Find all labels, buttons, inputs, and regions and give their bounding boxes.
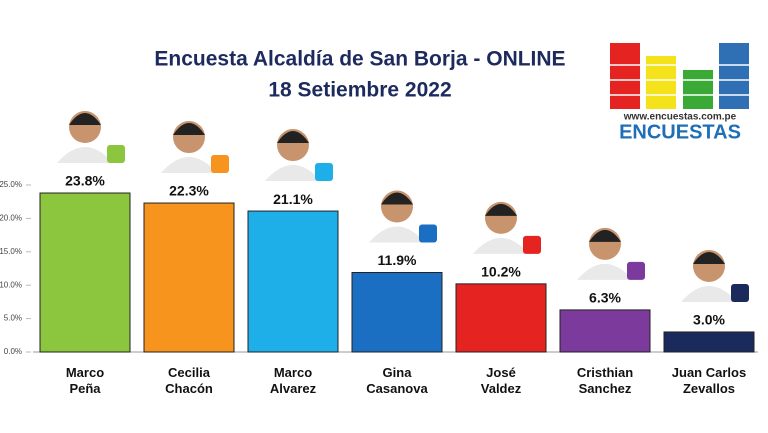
photo-shoulders — [681, 285, 737, 302]
candidate-photo — [161, 121, 229, 174]
y-tick-label: 20.0% — [0, 214, 22, 223]
x-tick-label: Gina Casanova — [366, 365, 428, 396]
bar — [455, 283, 547, 353]
party-logo — [315, 163, 333, 182]
value-label: 23.8% — [65, 173, 105, 189]
bar — [143, 202, 235, 353]
y-tick-label: 10.0% — [0, 280, 22, 289]
y-tick-label: 15.0% — [0, 247, 22, 256]
bar — [663, 331, 755, 353]
value-label: 10.2% — [481, 264, 521, 280]
y-tick-label: 0.0% — [4, 347, 22, 356]
photo-hair — [589, 229, 621, 242]
photo-shoulders — [369, 226, 425, 243]
bar — [351, 272, 443, 353]
x-tick-label: Juan Carlos Zevallos — [671, 365, 747, 396]
photo-hair — [485, 203, 517, 216]
y-tick-label: 25.0% — [0, 180, 22, 189]
x-tick-label: Cristhian Sanchez — [576, 365, 634, 396]
candidate-photo — [57, 111, 125, 164]
party-logo — [731, 283, 749, 302]
photo-shoulders — [473, 237, 529, 254]
party-logo — [419, 224, 437, 243]
bar — [247, 210, 339, 353]
bar — [39, 192, 131, 353]
logo-name: ENCUESTAS — [619, 121, 741, 143]
candidate-photo — [473, 201, 541, 254]
candidate-photo — [681, 249, 749, 302]
photo-shoulders — [577, 263, 633, 280]
party-logo — [107, 145, 125, 164]
candidate-photo — [369, 190, 437, 243]
value-label: 11.9% — [378, 252, 417, 268]
logo: www.encuestas.com.pe ENCUESTAS — [610, 43, 750, 143]
y-tick-label: 5.0% — [4, 314, 22, 323]
x-tick-label: Cecilia Chacón — [165, 365, 213, 396]
photo-hair — [277, 131, 309, 144]
value-label: 3.0% — [693, 312, 725, 328]
chart-title: Encuesta Alcaldía de San Borja - ONLINE — [154, 48, 565, 71]
chart-subtitle: 18 Setiembre 2022 — [268, 79, 451, 102]
logo-url: www.encuestas.com.pe — [623, 112, 737, 123]
bar — [559, 309, 651, 353]
party-logo — [523, 235, 541, 254]
candidate-photo — [577, 227, 645, 280]
photo-shoulders — [161, 157, 217, 174]
photo-shoulders — [57, 147, 113, 164]
photo-hair — [693, 251, 725, 264]
photo-shoulders — [265, 165, 321, 182]
candidate-photo — [265, 129, 333, 182]
party-logo — [627, 261, 645, 280]
x-tick-label: Marco Peña — [65, 365, 105, 396]
party-logo — [211, 155, 229, 174]
photo-hair — [69, 113, 101, 126]
value-label: 21.1% — [273, 191, 313, 207]
value-label: 6.3% — [589, 290, 621, 306]
value-label: 22.3% — [169, 183, 209, 199]
photo-hair — [381, 192, 413, 205]
photo-hair — [173, 123, 205, 136]
x-tick-label: José Valdez — [480, 365, 522, 396]
x-tick-label: Marco Alvarez — [269, 365, 317, 396]
